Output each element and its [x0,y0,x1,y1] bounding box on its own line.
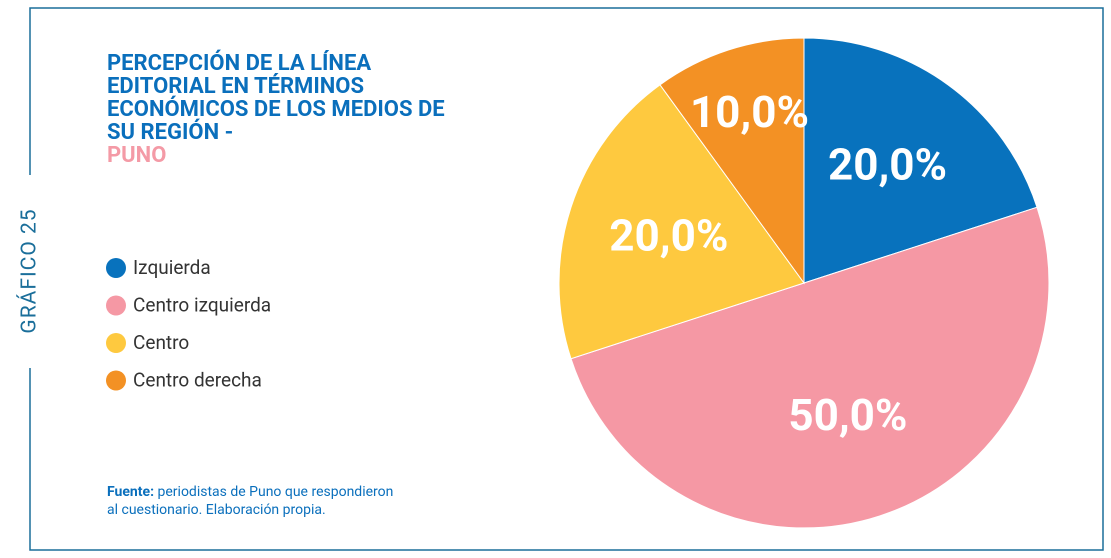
legend-label: Centro izquierda [133,294,271,317]
legend-swatch [106,333,126,353]
pie-slice [803,37,1038,284]
legend-label: Izquierda [133,256,211,279]
figure-label: GRÁFICO 25 [17,208,42,333]
chart-title: PERCEPCIÓN DE LA LÍNEA EDITORIAL EN TÉRM… [107,52,477,167]
source-label: Fuente: [107,484,155,500]
pie-slice [570,206,1050,529]
value-label: 20,0% [609,210,728,262]
legend-label: Centro [133,331,189,354]
title-text: PERCEPCIÓN DE LA LÍNEA EDITORIAL EN TÉRM… [107,51,445,145]
value-label: 50,0% [788,389,907,441]
source-text: periodistas de Puno que respondieron al … [107,484,394,518]
pie-slice [558,84,805,360]
legend-swatch [106,295,126,316]
legend-label: Centro derecha [133,369,262,392]
legend-swatch [106,370,126,391]
source: Fuente: periodistas de Puno que respondi… [107,483,407,519]
chart-subtitle: PUNO [107,143,167,168]
value-label: 20,0% [828,139,947,191]
legend-swatch [106,258,126,278]
frame [29,7,1104,551]
value-label: 10,0% [690,86,809,138]
pie-slice [659,37,805,285]
